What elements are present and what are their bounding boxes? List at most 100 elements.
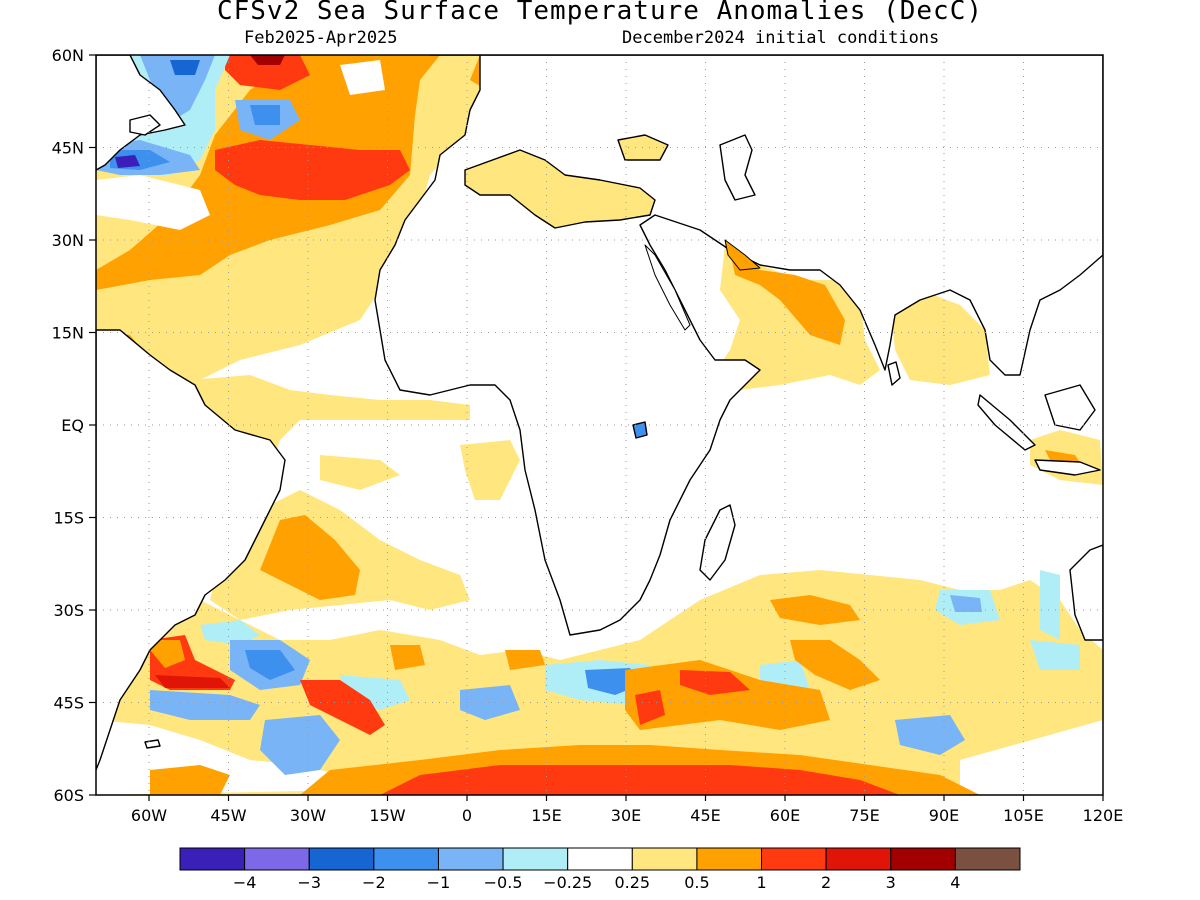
longitude-axis: 60W 45W 30W 15W 0 15E 30E 45E 60E 75E 90E 105E 120E (131, 795, 1123, 825)
anomaly-patch (340, 60, 385, 95)
anomaly-patch (96, 175, 210, 230)
colorbar-swatch (244, 847, 310, 871)
colorbar-label: −1 (427, 873, 451, 892)
initial-conditions: December2024 initial conditions (622, 28, 940, 48)
persian-gulf (724, 239, 761, 271)
land-borneo (1044, 384, 1096, 431)
land-north-america (96, 55, 186, 171)
latitude-tick-label: EQ (61, 416, 84, 435)
colorbar-swatch (761, 847, 827, 871)
colorbar-swatch (696, 847, 763, 871)
land-sri-lanka (887, 361, 901, 386)
anomaly-patch (140, 55, 215, 125)
colorbar-swatch (437, 847, 504, 871)
colorbar-label: 3 (886, 873, 896, 892)
colorbar-label: 0.25 (614, 873, 650, 892)
colorbar-label: 2 (821, 873, 831, 892)
anomaly-patch (790, 640, 880, 690)
colorbar-label: −4 (233, 873, 257, 892)
colorbar-swatch (308, 847, 375, 871)
colorbar-label: 4 (950, 873, 960, 892)
latitude-tick-label: 30S (53, 601, 84, 620)
anomaly-patch (190, 375, 470, 560)
colorbar-swatch (567, 847, 633, 871)
anomaly-patch (770, 595, 860, 625)
land-sumatra (977, 394, 1036, 451)
anomaly-patch (250, 105, 280, 125)
land-madagascar (699, 504, 736, 581)
anomaly-patch (895, 715, 965, 755)
map-title: CFSv2 Sea Surface Temperature Anomalies … (216, 0, 984, 26)
latitude-axis: 60N 45N 30N 15N EQ 15S 30S 45S 60S (52, 46, 96, 805)
anomaly-patch (1040, 570, 1060, 640)
colorbar-swatch (502, 847, 569, 871)
anomaly-patch (680, 670, 750, 695)
colorbar-label: −3 (297, 873, 321, 892)
anomaly-patch (505, 650, 545, 670)
longitude-tick-label: 60E (770, 806, 800, 825)
anomaly-patch (460, 440, 520, 500)
anomaly-patch (635, 690, 665, 725)
anomaly-patch (250, 55, 285, 65)
land-newfoundland (129, 114, 161, 136)
longitude-tick-label: 45W (210, 806, 246, 825)
anomaly-patch (150, 765, 230, 795)
anomaly-patch (215, 140, 410, 200)
longitude-tick-label: 45E (690, 806, 720, 825)
lake-victoria (632, 421, 648, 439)
longitude-tick-label: 30E (611, 806, 641, 825)
longitude-tick-label: 0 (462, 806, 472, 825)
anomaly-patch (150, 690, 260, 720)
anomaly-patch (730, 250, 845, 345)
colorbar-swatch (825, 847, 892, 871)
anomaly-fields (96, 55, 1103, 795)
graticule (96, 55, 1103, 795)
anomaly-patch (155, 675, 230, 688)
longitude-tick-label: 15E (531, 806, 561, 825)
colorbar-label: 0.5 (684, 873, 709, 892)
anomaly-patch (260, 515, 360, 600)
anomaly-patch (460, 685, 520, 720)
anomaly-patch (960, 720, 1103, 795)
anomaly-patch (170, 60, 200, 75)
anomaly-patch (625, 660, 830, 730)
latitude-tick-label: 45S (53, 694, 84, 713)
anomaly-patch (245, 650, 295, 680)
anomaly-patch (115, 155, 140, 168)
anomaly-patch (950, 595, 982, 612)
latitude-tick-label: 45N (52, 139, 84, 158)
land-java (1034, 459, 1101, 476)
colorbar-swatch (631, 847, 698, 871)
colorbar-swatch (179, 847, 246, 871)
colorbar-label: −0.25 (543, 873, 592, 892)
longitude-tick-label: 90E (929, 806, 959, 825)
anomaly-patch (890, 290, 990, 385)
land-falklands (144, 739, 161, 749)
colorbar-swatch (373, 847, 439, 871)
latitude-tick-label: 60S (53, 786, 84, 805)
anomaly-patch (1030, 640, 1080, 670)
longitude-tick-label: 75E (849, 806, 879, 825)
anomaly-patch (300, 680, 385, 735)
forecast-period: Feb2025-Apr2025 (244, 28, 398, 48)
anomaly-patch (260, 715, 340, 775)
colorbar-label: 1 (756, 873, 766, 892)
colorbar-labels: −4 −3 −2 −1 −0.5 −0.25 0.25 0.5 1 2 3 4 (233, 873, 961, 892)
longitude-tick-label: 15W (369, 806, 405, 825)
longitude-tick-label: 120E (1083, 806, 1124, 825)
anomaly-patch (390, 645, 425, 670)
colorbar (179, 847, 1021, 871)
colorbar-swatch (890, 847, 956, 871)
mediterranean-sea (464, 149, 656, 229)
colorbar-swatch (954, 847, 1021, 871)
longitude-tick-label: 60W (131, 806, 167, 825)
longitude-tick-label: 30W (290, 806, 326, 825)
anomaly-patch (200, 620, 260, 645)
coastlines (96, 55, 1103, 771)
anomaly-patch (225, 55, 310, 90)
latitude-tick-label: 15N (52, 324, 84, 343)
anomaly-patch (150, 640, 185, 668)
colorbar-label: −0.5 (484, 873, 523, 892)
anomaly-patch (380, 765, 900, 795)
